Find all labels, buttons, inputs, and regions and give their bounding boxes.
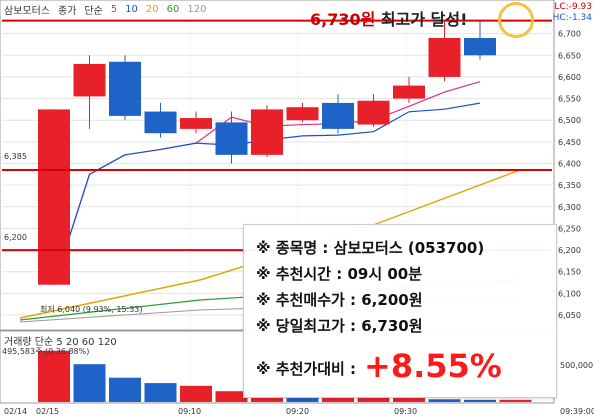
volume-bar [251,395,283,402]
stock-name-label: 삼보모터스 [4,6,50,17]
volume-value-label: 495,583주 (0.36.88%) [2,347,90,356]
volume-legend-label: 거래량 단순 5 20 60 120 [4,337,117,348]
x-tick-label: 09:10 [178,407,201,416]
ma-20-label[interactable]: 20 [145,4,159,15]
volume-bar [286,396,319,402]
price-label-6385: 6,385 [4,152,27,161]
volume-legend: 거래량 단순 5 20 60 120 [2,333,119,348]
candle-body [464,37,496,56]
y-tick-label: 6,050 [558,311,581,320]
y-tick-label: 6,350 [558,181,581,190]
x-tick-label: 09:20 [286,407,309,416]
candle-body [38,109,70,285]
banner-text: 최고가 달성! [375,10,468,29]
info-gain-percent: +8.55% [364,347,502,385]
ma-10-label[interactable]: 10 [125,4,138,15]
info-recommend-time: ※ 추천시간 : 09시 00분 [256,265,423,283]
y-tick-label: 6,550 [558,95,581,104]
y-tick-label: 6,700 [558,30,581,39]
volume-bar [38,350,70,402]
price-type-label[interactable]: 종가 [58,6,77,17]
y-tick-label: 6,250 [558,224,581,233]
y-tick-label: 6,300 [558,203,581,212]
x-tick-label: 02/14 [4,407,27,416]
ma-type-label[interactable]: 단순 [84,6,103,17]
candle-body [251,109,283,155]
x-tick-label: 09:39:00 [560,407,594,416]
lc-value: LC:-9.93 [554,2,592,12]
candle-body [215,122,248,155]
x-tick-label: 02/15 [36,407,59,416]
recommendation-info-box: ※ 종목명 : 삼보모터스 (053700) ※ 추천시간 : 09시 00분 … [243,224,557,398]
top-legend: 삼보모터스 종가 단순 5 10 20 60 120 [2,2,208,17]
candle-body [180,118,212,129]
volume-bar [180,385,212,402]
info-vs-recommend-label: ※ 추천가대비 : [256,360,357,378]
ma-5-label[interactable]: 5 [110,4,118,15]
candle-body [144,111,177,134]
low-annotation: 최저 6,040 (9.93%, 15:33) [40,304,143,314]
y-tick-label: 6,100 [558,289,581,298]
volume-bar [393,397,425,402]
ma-120-label[interactable]: 120 [187,4,207,15]
candle-body [357,100,390,125]
y-tick-label: 6,400 [558,160,581,169]
volume-bar [464,399,496,402]
candle-body [428,37,461,77]
volume-bar [144,383,177,402]
candle-body [109,61,141,116]
info-stock-name: ※ 종목명 : 삼보모터스 (053700) [256,239,485,257]
y-tick-label: 6,500 [558,116,581,125]
candle-body [322,102,354,129]
info-day-high: ※ 당일최고가 : 6,730원 [256,317,423,335]
price-label-6200: 6,200 [4,233,27,242]
highlight-circle [498,2,534,38]
candle-body [73,63,106,97]
y-tick-label: 6,150 [558,268,581,277]
volume-bar [357,395,390,402]
volume-bar [499,399,532,402]
volume-bar [322,397,354,402]
x-tick-label: 09:30 [394,407,417,416]
y-tick-label: 6,200 [558,246,581,255]
lc-hc-readout: LC:-9.93 HC:-1.34 [553,2,592,24]
y-tick-label: 6,600 [558,73,581,82]
volume-bar [428,399,461,402]
info-recommend-price: ※ 추천매수가 : 6,200원 [256,291,423,309]
candle-body [393,85,425,99]
volume-bar [215,391,248,402]
candle-body [286,107,319,121]
ma-60-label[interactable]: 60 [166,4,180,15]
volume-bar [109,377,141,402]
high-price-banner: 6,730원 최고가 달성! [310,6,467,30]
hc-value: HC:-1.34 [552,13,592,23]
volume-bar [73,364,106,402]
volume-y-tick: 500,000 [560,361,593,370]
y-tick-label: 6,650 [558,51,581,60]
banner-price: 6,730원 [310,10,376,29]
y-tick-label: 6,450 [558,138,581,147]
